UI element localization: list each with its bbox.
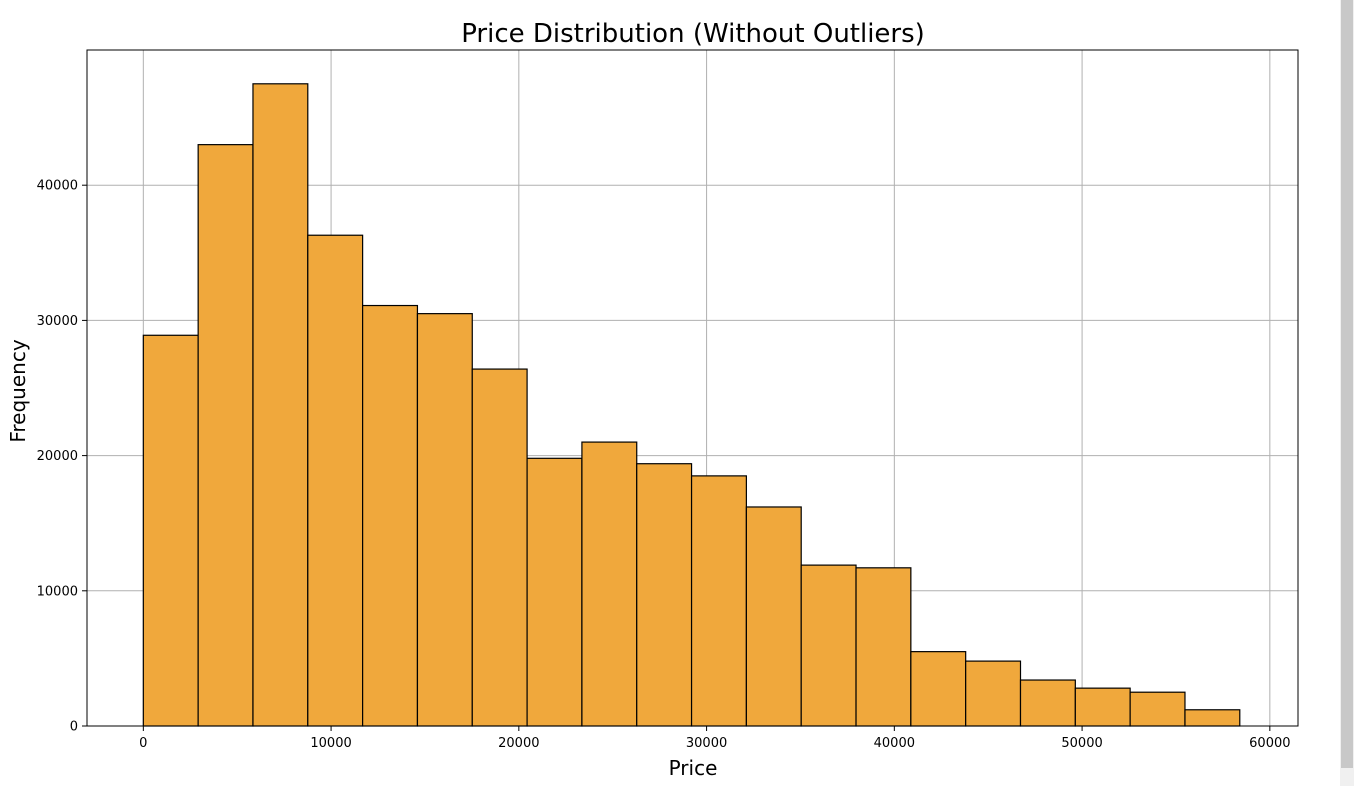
x-axis-label: Price (669, 756, 718, 780)
bars-layer (142, 83, 1241, 727)
histogram-bar (307, 234, 364, 727)
x-tick-label: 60000 (1249, 736, 1290, 751)
histogram-bar (471, 368, 528, 727)
histogram-bar (362, 304, 419, 727)
histogram-bar (416, 313, 473, 727)
histogram-bar (800, 564, 857, 727)
histogram-bar (965, 660, 1022, 727)
histogram-bar (910, 651, 967, 727)
histogram-bar (142, 334, 199, 727)
y-tick-label: 0 (70, 720, 78, 735)
histogram-bar (252, 83, 309, 727)
y-tick-label: 40000 (37, 179, 78, 194)
vertical-scrollbar[interactable] (1340, 0, 1354, 786)
histogram-bar (1184, 709, 1241, 727)
histogram-bar (526, 457, 583, 727)
histogram-bar (1019, 679, 1076, 727)
x-axis-ticks: 0 10000 20000 30000 40000 50000 60000 (139, 726, 1291, 751)
plot-frame (86, 49, 1299, 727)
histogram-bar (1074, 687, 1131, 727)
x-tick-label: 20000 (498, 736, 539, 751)
histogram-bar (1129, 691, 1186, 727)
histogram-bar (197, 144, 254, 727)
x-tick-label: 10000 (310, 736, 351, 751)
y-tick-label: 10000 (37, 584, 78, 599)
histogram-bar (636, 463, 693, 727)
x-tick-label: 40000 (874, 736, 915, 751)
y-axis-ticks: 0 10000 20000 30000 40000 (37, 179, 87, 735)
x-tick-label: 30000 (686, 736, 727, 751)
histogram-bar (581, 441, 638, 727)
x-tick-label: 50000 (1061, 736, 1102, 751)
y-tick-label: 30000 (37, 314, 78, 329)
x-tick-label: 0 (139, 736, 147, 751)
histogram-bar (745, 506, 802, 727)
y-tick-label: 20000 (37, 449, 78, 464)
histogram-bar (690, 475, 747, 727)
y-axis-label: Frequency (6, 339, 30, 442)
histogram-bar (855, 567, 912, 727)
chart-title: Price Distribution (Without Outliers) (461, 19, 925, 49)
scrollbar-thumb[interactable] (1341, 0, 1353, 768)
